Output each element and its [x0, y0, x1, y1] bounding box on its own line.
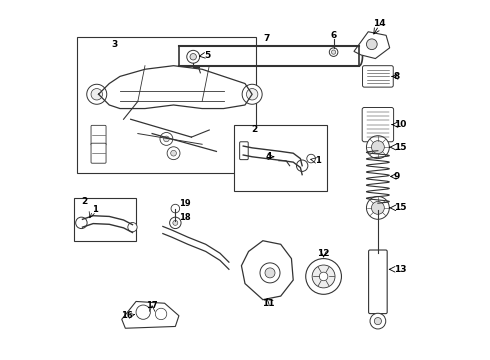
Text: 15: 15 [393, 143, 406, 152]
FancyBboxPatch shape [363, 66, 393, 87]
Text: 15: 15 [393, 203, 406, 212]
Circle shape [171, 204, 180, 213]
Text: 6: 6 [330, 31, 337, 40]
Circle shape [374, 318, 381, 325]
Text: 17: 17 [147, 301, 158, 310]
Circle shape [164, 136, 169, 142]
Text: 8: 8 [393, 72, 400, 81]
Circle shape [171, 150, 176, 156]
FancyBboxPatch shape [91, 143, 106, 163]
Circle shape [260, 263, 280, 283]
Polygon shape [354, 32, 390, 59]
Text: 2: 2 [81, 197, 87, 206]
Text: 10: 10 [393, 120, 406, 129]
Circle shape [170, 217, 181, 229]
Circle shape [371, 141, 384, 154]
Circle shape [246, 89, 258, 100]
Text: 19: 19 [179, 199, 191, 208]
Bar [234, 125, 327, 191]
Circle shape [167, 147, 180, 159]
Circle shape [367, 136, 390, 158]
Text: 1: 1 [92, 205, 98, 214]
Circle shape [367, 39, 377, 50]
Circle shape [75, 217, 87, 229]
FancyBboxPatch shape [91, 125, 106, 145]
Text: 2: 2 [251, 126, 257, 135]
FancyBboxPatch shape [362, 108, 393, 142]
Circle shape [136, 305, 150, 319]
Circle shape [91, 89, 102, 100]
Circle shape [173, 220, 178, 225]
Text: 16: 16 [121, 311, 132, 320]
Text: 5: 5 [204, 51, 210, 60]
Circle shape [242, 84, 262, 104]
Circle shape [155, 308, 167, 320]
Circle shape [312, 265, 335, 288]
Circle shape [276, 151, 282, 157]
Circle shape [367, 197, 390, 219]
Circle shape [370, 313, 386, 329]
Text: 12: 12 [318, 249, 330, 258]
Circle shape [306, 258, 342, 294]
FancyBboxPatch shape [368, 250, 387, 314]
Text: 14: 14 [373, 19, 385, 28]
Circle shape [187, 50, 199, 63]
Text: 3: 3 [112, 40, 118, 49]
Polygon shape [242, 241, 293, 300]
Circle shape [272, 148, 285, 161]
FancyBboxPatch shape [240, 142, 248, 159]
Bar [74, 198, 136, 241]
Text: 4: 4 [266, 152, 272, 161]
Circle shape [190, 54, 196, 60]
Text: 7: 7 [263, 35, 270, 44]
Polygon shape [122, 301, 179, 328]
Text: 11: 11 [262, 299, 274, 308]
Bar [77, 37, 256, 173]
Text: 1: 1 [315, 156, 320, 165]
Text: 9: 9 [393, 172, 400, 181]
Circle shape [160, 132, 173, 145]
Circle shape [87, 84, 107, 104]
Circle shape [265, 268, 275, 278]
Circle shape [307, 154, 316, 163]
Circle shape [128, 222, 137, 232]
Circle shape [319, 272, 328, 281]
Text: 13: 13 [393, 265, 406, 274]
Circle shape [371, 202, 384, 214]
Text: 18: 18 [179, 213, 191, 222]
Circle shape [296, 160, 308, 171]
Circle shape [331, 50, 336, 54]
Circle shape [329, 48, 338, 57]
